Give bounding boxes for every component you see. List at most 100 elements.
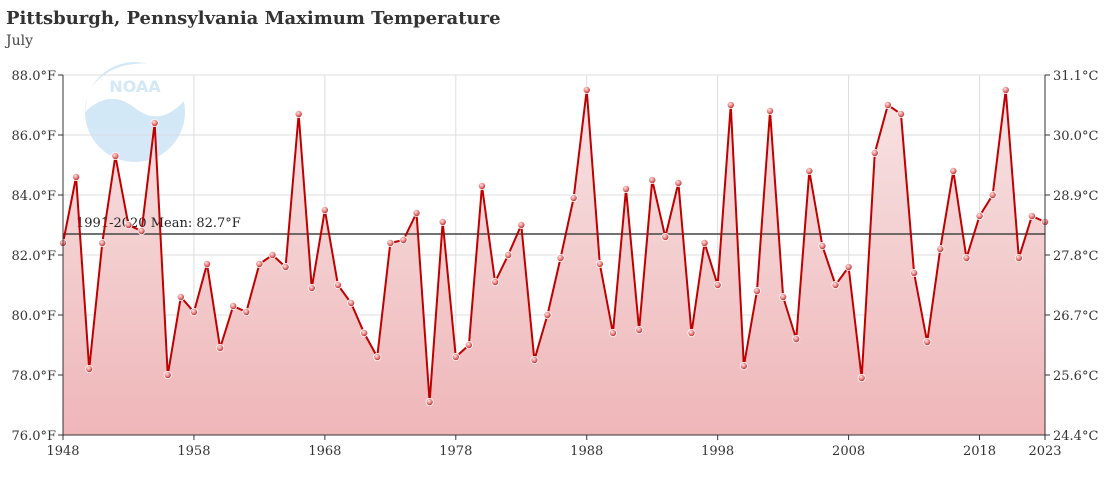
x-tick-label: 1968 [308, 444, 341, 459]
x-axis: 1948 1958 1968 1978 1988 1998 2008 2018 2023 [46, 435, 1062, 459]
data-point [281, 262, 290, 271]
data-point [857, 373, 866, 382]
data-point [883, 101, 892, 110]
data-point [752, 286, 761, 295]
x-tick-label: 2008 [832, 444, 865, 459]
data-point [582, 86, 591, 95]
data-point [373, 352, 382, 361]
x-tick-label: 1948 [46, 444, 79, 459]
data-point [1027, 211, 1036, 220]
data-point [661, 232, 670, 241]
data-point [163, 370, 172, 379]
data-point [595, 259, 604, 268]
data-point [72, 172, 81, 181]
y-axis-right: 24.4°C 25.6°C 26.7°C 27.8°C 28.9°C 30.0°C 31.1… [1045, 69, 1098, 444]
data-point [360, 328, 369, 337]
data-point [216, 343, 225, 352]
y-tick-label-right: 30.0°C [1053, 129, 1098, 144]
data-point [137, 226, 146, 235]
data-point [98, 238, 107, 247]
y-tick-label-left: 82.0°F [12, 249, 56, 264]
data-point [622, 184, 631, 193]
y-tick-label-left: 78.0°F [12, 369, 56, 384]
x-tick-label: 2018 [963, 444, 996, 459]
data-point [792, 334, 801, 343]
data-point [923, 337, 932, 346]
x-tick-label: 1988 [570, 444, 603, 459]
data-point [530, 355, 539, 364]
data-point [805, 166, 814, 175]
mean-label: 1991-2020 Mean: 82.7°F [76, 216, 241, 231]
data-point [176, 292, 185, 301]
data-point [451, 352, 460, 361]
data-point [975, 211, 984, 220]
data-point [674, 178, 683, 187]
data-point [1014, 253, 1023, 262]
y-tick-label-left: 84.0°F [12, 189, 56, 204]
data-point [726, 101, 735, 110]
data-point [412, 208, 421, 217]
data-point [268, 250, 277, 259]
data-points [59, 86, 1050, 406]
x-tick-label: 1998 [701, 444, 734, 459]
data-point [386, 238, 395, 247]
data-point [739, 361, 748, 370]
data-point [333, 280, 342, 289]
data-point [111, 151, 120, 160]
data-point [477, 181, 486, 190]
data-point [556, 253, 565, 262]
data-point [1001, 86, 1010, 95]
data-point [936, 244, 945, 253]
y-axis-left: 76.0°F 78.0°F 80.0°F 82.0°F 84.0°F 86.0°F 88.0… [12, 69, 63, 444]
y-tick-label-right: 26.7°C [1053, 309, 1098, 324]
data-point [779, 292, 788, 301]
data-point [504, 250, 513, 259]
data-point [517, 220, 526, 229]
data-point [700, 238, 709, 247]
data-point [608, 328, 617, 337]
data-point [464, 340, 473, 349]
data-point [150, 119, 159, 128]
x-tick-label: 1978 [439, 444, 472, 459]
data-point [988, 190, 997, 199]
data-point [242, 307, 251, 316]
data-point [818, 241, 827, 250]
data-point [203, 259, 212, 268]
data-point [910, 268, 919, 277]
data-point [831, 280, 840, 289]
data-point [294, 110, 303, 119]
y-tick-label-left: 86.0°F [12, 129, 56, 144]
data-point [949, 166, 958, 175]
data-point [347, 298, 356, 307]
data-point [896, 110, 905, 119]
chart-subtitle: July [6, 33, 34, 49]
data-point [870, 148, 879, 157]
data-point [229, 301, 238, 310]
data-point [687, 328, 696, 337]
data-point [766, 107, 775, 116]
y-tick-label-right: 31.1°C [1053, 69, 1098, 84]
area-fill [63, 90, 1045, 435]
series-line [62, 89, 1046, 403]
data-point [569, 193, 578, 202]
data-point [320, 205, 329, 214]
data-point [124, 220, 133, 229]
data-point [189, 307, 198, 316]
x-tick-label: 2023 [1028, 444, 1061, 459]
svg-text:NOAA: NOAA [109, 77, 161, 96]
chart-title: Pittsburgh, Pennsylvania Maximum Tempera… [6, 8, 501, 29]
data-point [438, 217, 447, 226]
data-point [635, 325, 644, 334]
y-tick-label-right: 28.9°C [1053, 189, 1098, 204]
y-tick-label-left: 76.0°F [12, 429, 56, 444]
noaa-logo: NOAA [85, 62, 185, 162]
data-point [648, 175, 657, 184]
data-point [85, 364, 94, 373]
x-tick-label: 1958 [177, 444, 210, 459]
data-point [491, 277, 500, 286]
data-point [543, 310, 552, 319]
data-point [844, 262, 853, 271]
data-point [307, 283, 316, 292]
data-point [399, 235, 408, 244]
